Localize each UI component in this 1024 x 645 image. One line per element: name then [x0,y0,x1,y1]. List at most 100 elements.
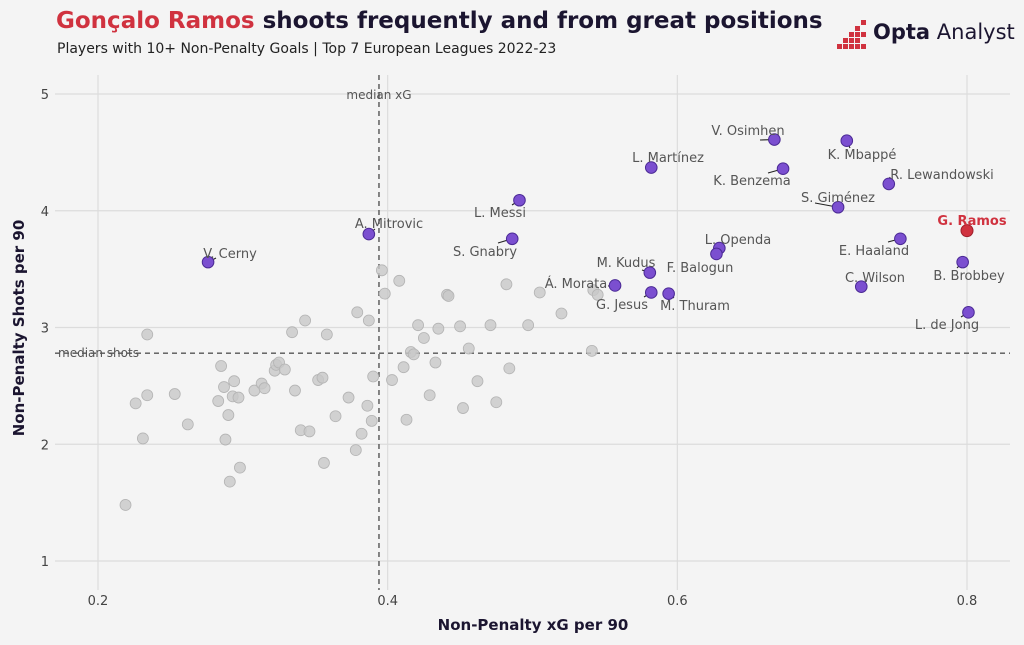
player-point [349,444,362,456]
player-point [181,418,194,431]
player-point [522,319,535,332]
player-label: A. Mitrovic [355,217,423,232]
player-point [393,274,406,287]
player-label: K. Benzema [713,174,790,189]
player-point [218,381,230,393]
player-label: F. Balogun [667,261,734,276]
labeled-player-point [201,255,215,269]
labeled-player-point [840,134,854,147]
player-point [471,375,484,388]
y-tick-label: 2 [41,438,49,453]
player-point [119,499,132,511]
player-label: C. Wilson [845,271,905,286]
labeled-player-point [644,161,658,174]
player-point [503,362,516,375]
player-point [378,287,391,300]
player-point [462,342,475,355]
player-point [351,306,364,319]
player-point [228,375,241,388]
player-point [484,319,497,332]
player-point [555,307,568,320]
player-label: L. Messi [474,206,526,221]
brand-name-rest: Analyst [930,20,1015,44]
player-point [342,391,355,404]
player-point [136,432,149,445]
labeled-player-point [513,193,526,207]
player-point [168,388,181,400]
highlighted-player-label: G. Ramos [937,214,1006,229]
player-point [365,414,378,427]
title-highlight: Gonçalo Ramos [56,8,255,34]
y-tick-label: 3 [41,322,49,337]
player-point [500,278,513,291]
median-xg-label: median xG [346,88,411,102]
opta-analyst-logo: Opta Analyst [837,18,1015,52]
player-label: E. Haaland [839,244,909,259]
x-tick-label: 0.4 [377,594,398,609]
player-point [286,326,298,339]
labeled-player-point [854,280,868,293]
player-point [361,399,374,412]
brand-name-bold: Opta [873,20,931,44]
labeled-player-point [644,286,658,299]
player-point [375,264,388,277]
highlighted-player-point [960,224,974,238]
y-tick-label: 5 [41,88,49,103]
player-point [457,402,469,414]
player-point [412,319,424,332]
player-point [490,396,503,409]
opta-bars-icon [837,20,866,49]
player-label: Á. Morata [545,276,607,292]
labeled-player-point [776,162,790,176]
player-point [289,384,301,397]
player-label: L. Openda [705,233,771,248]
player-point [234,461,246,474]
labeled-player-point [962,306,975,319]
labeled-player-point [831,200,845,214]
player-point [129,397,142,410]
labeled-player-point [956,255,969,269]
labeled-player-point [662,287,675,300]
labeled-player-point [505,232,519,246]
player-point [320,328,333,341]
chart-title: Gonçalo Ramos shoots frequently and from… [56,8,823,34]
labeled-player-point [362,227,376,241]
player-point [367,370,380,383]
player-label: K. Mbappé [828,148,897,163]
player-label: M. Kudus [597,256,656,271]
player-point [258,382,271,395]
labeled-player-point [768,133,781,146]
player-point [212,395,225,407]
player-point [222,409,235,421]
player-label: L. de Jong [915,318,979,333]
player-label: R. Lewandowski [890,168,993,183]
player-point [215,360,228,372]
labeled-player-point [882,177,896,191]
player-point [329,410,342,423]
player-point [318,457,330,469]
player-point [417,332,430,344]
player-point [397,361,410,374]
brand-name: Opta Analyst [873,20,1015,44]
title-rest: shoots frequently and from great positio… [254,8,823,34]
player-label: G. Jesus [596,298,648,313]
labeled-player-point [710,247,723,261]
x-tick-label: 0.6 [667,594,688,609]
player-point [442,290,455,302]
median-shots-label: median shots [58,346,139,360]
player-label: S. Giménez [801,191,875,206]
player-point [585,344,598,357]
player-point [533,286,546,299]
player-point [223,475,236,488]
labeled-player-point [643,266,657,279]
player-point [303,425,316,438]
player-point [141,328,154,341]
player-point [362,314,375,327]
player-point [591,288,604,301]
player-point [355,427,368,440]
player-point [454,320,466,333]
player-point [232,391,245,404]
y-tick-label: 4 [41,205,49,220]
player-point [278,363,291,376]
y-axis-label: Non-Penalty Shots per 90 [10,220,28,437]
